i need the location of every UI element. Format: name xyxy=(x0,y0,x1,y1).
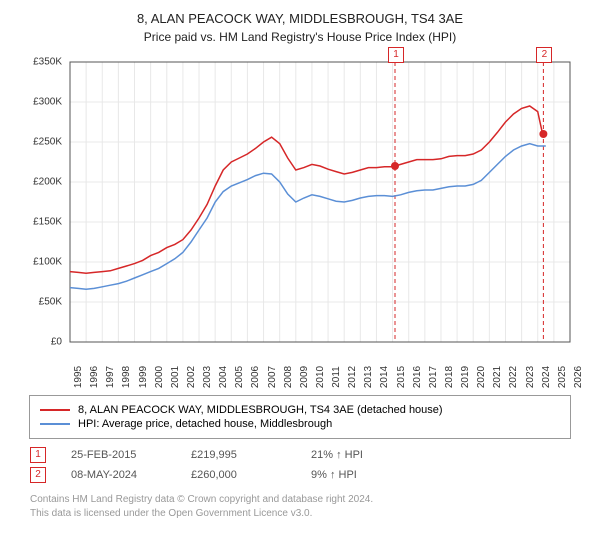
x-axis-label: 2003 xyxy=(202,366,213,388)
x-axis-label: 2018 xyxy=(444,366,455,388)
y-axis-label: £50K xyxy=(39,297,62,308)
sale-price: £219,995 xyxy=(191,449,311,461)
chart-svg xyxy=(20,52,580,382)
legend-label: 8, ALAN PEACOCK WAY, MIDDLESBROUGH, TS4 … xyxy=(78,404,443,416)
x-axis-label: 1998 xyxy=(121,366,132,388)
x-axis-label: 2012 xyxy=(347,366,358,388)
legend-swatch xyxy=(40,409,70,411)
x-axis-label: 2024 xyxy=(541,366,552,388)
x-axis-label: 2000 xyxy=(154,366,165,388)
y-axis-label: £100K xyxy=(33,257,62,268)
footnote-line1: Contains HM Land Registry data © Crown c… xyxy=(30,493,570,507)
y-axis-label: £150K xyxy=(33,217,62,228)
x-axis-label: 2021 xyxy=(492,366,503,388)
x-axis-label: 2006 xyxy=(250,366,261,388)
x-axis-label: 2019 xyxy=(460,366,471,388)
x-axis-label: 1995 xyxy=(73,366,84,388)
x-axis-label: 2025 xyxy=(557,366,568,388)
sale-date: 25-FEB-2015 xyxy=(71,449,191,461)
sale-date: 08-MAY-2024 xyxy=(71,469,191,481)
x-axis-label: 1999 xyxy=(138,366,149,388)
chart-title: 8, ALAN PEACOCK WAY, MIDDLESBROUGH, TS4 … xyxy=(15,10,585,28)
x-axis-label: 2008 xyxy=(283,366,294,388)
x-axis-label: 2022 xyxy=(508,366,519,388)
y-axis-label: £350K xyxy=(33,57,62,68)
x-axis-label: 2017 xyxy=(428,366,439,388)
x-axis-label: 2010 xyxy=(315,366,326,388)
legend-item: HPI: Average price, detached house, Midd… xyxy=(40,418,560,430)
x-axis-label: 2015 xyxy=(396,366,407,388)
x-axis-label: 2023 xyxy=(525,366,536,388)
sale-delta: 21% ↑ HPI xyxy=(311,449,431,461)
chart-subtitle: Price paid vs. HM Land Registry's House … xyxy=(15,30,585,44)
legend-item: 8, ALAN PEACOCK WAY, MIDDLESBROUGH, TS4 … xyxy=(40,404,560,416)
x-axis-label: 1997 xyxy=(105,366,116,388)
x-axis-label: 2002 xyxy=(186,366,197,388)
x-axis-label: 2013 xyxy=(363,366,374,388)
legend-box: 8, ALAN PEACOCK WAY, MIDDLESBROUGH, TS4 … xyxy=(29,395,571,439)
y-axis-label: £0 xyxy=(51,337,62,348)
chart-container: 8, ALAN PEACOCK WAY, MIDDLESBROUGH, TS4 … xyxy=(0,0,600,531)
sale-badge: 1 xyxy=(30,447,46,463)
legend-swatch xyxy=(40,423,70,425)
footnote-line2: This data is licensed under the Open Gov… xyxy=(30,507,570,521)
x-axis-label: 1996 xyxy=(89,366,100,388)
x-axis-label: 2026 xyxy=(573,366,584,388)
chart-plot-area: £0 £50K £100K £150K £200K £250K £300K £350K 199… xyxy=(20,52,580,387)
footnote: Contains HM Land Registry data © Crown c… xyxy=(30,493,570,521)
marker-badge-2: 2 xyxy=(536,47,552,63)
x-axis-label: 2009 xyxy=(299,366,310,388)
sale-badge: 2 xyxy=(30,467,46,483)
sale-delta: 9% ↑ HPI xyxy=(311,469,431,481)
x-axis-label: 2020 xyxy=(476,366,487,388)
x-axis-label: 2001 xyxy=(170,366,181,388)
marker-badge-1: 1 xyxy=(388,47,404,63)
x-axis-label: 2016 xyxy=(412,366,423,388)
x-axis-label: 2011 xyxy=(331,366,342,388)
y-axis-label: £300K xyxy=(33,97,62,108)
x-axis-label: 2005 xyxy=(234,366,245,388)
legend-label: HPI: Average price, detached house, Midd… xyxy=(78,418,332,430)
y-axis-label: £200K xyxy=(33,177,62,188)
x-axis-label: 2007 xyxy=(267,366,278,388)
sale-price: £260,000 xyxy=(191,469,311,481)
x-axis-label: 2004 xyxy=(218,366,229,388)
sale-row: 1 25-FEB-2015£219,99521% ↑ HPI xyxy=(30,447,570,463)
x-axis-label: 2014 xyxy=(379,366,390,388)
sales-table: 1 25-FEB-2015£219,99521% ↑ HPI 2 08-MAY-202… xyxy=(30,447,570,483)
sale-row: 2 08-MAY-2024£260,0009% ↑ HPI xyxy=(30,467,570,483)
y-axis-label: £250K xyxy=(33,137,62,148)
